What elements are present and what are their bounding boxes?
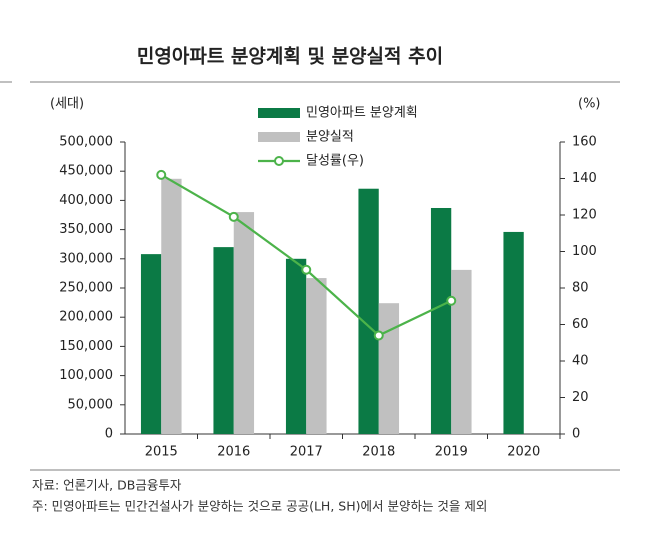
legend-swatch: [274, 156, 284, 166]
y2-tick-label: 160: [572, 135, 597, 150]
y2-tick-label: 80: [572, 281, 589, 296]
x-tick-label: 2015: [145, 445, 178, 460]
y-tick-label: 450,000: [59, 164, 113, 179]
y-tick-label: 50,000: [68, 397, 114, 412]
y2-axis-label: (%): [578, 97, 601, 112]
y2-tick-label: 60: [572, 317, 589, 332]
legend-swatch: [258, 132, 300, 142]
legend-label: 민영아파트 분양계획: [306, 106, 418, 121]
y-tick-label: 400,000: [59, 193, 113, 208]
y-tick-label: 350,000: [59, 222, 113, 237]
bar: [430, 207, 452, 434]
bar: [451, 269, 472, 434]
bar: [285, 258, 307, 434]
y2-tick-label: 100: [572, 244, 597, 259]
x-tick-label: 2016: [217, 445, 250, 460]
y-tick-label: 250,000: [59, 281, 113, 296]
x-tick-label: 2020: [507, 445, 540, 460]
bar: [140, 254, 162, 434]
y-tick-label: 150,000: [59, 339, 113, 354]
legend-label: 달성률(우): [306, 154, 364, 169]
bar: [233, 212, 255, 434]
y-tick-label: 300,000: [59, 251, 113, 266]
legend-label: 분양실적: [306, 130, 354, 145]
bar: [306, 278, 327, 434]
y-tick-label: 0: [105, 427, 113, 442]
note: 주: 민영아파트는 민간건설사가 분양하는 것으로 공공(LH, SH)에서 분…: [32, 499, 487, 514]
legend-swatch: [258, 108, 300, 118]
bar: [503, 231, 524, 434]
y2-tick-label: 20: [572, 390, 589, 405]
line-marker: [228, 211, 239, 222]
source: 자료: 언론기사, DB금융투자: [32, 478, 182, 493]
bar: [378, 303, 400, 434]
x-tick-label: 2018: [362, 445, 395, 460]
line-marker: [156, 169, 167, 180]
y-tick-label: 200,000: [59, 310, 113, 325]
y2-tick-label: 120: [572, 208, 597, 223]
y-tick-label: 500,000: [59, 135, 113, 150]
chart-title: 민영아파트 분양계획 및 분양실적 추이: [137, 46, 443, 68]
y2-tick-label: 40: [572, 354, 589, 369]
line-marker: [373, 330, 384, 341]
x-tick-label: 2017: [290, 445, 323, 460]
x-tick-label: 2019: [435, 445, 468, 460]
y-axis-label: (세대): [50, 97, 84, 112]
bar: [358, 188, 379, 434]
y-tick-label: 100,000: [59, 368, 113, 383]
line-marker: [301, 264, 312, 275]
line-marker: [446, 295, 457, 306]
bar: [213, 247, 234, 434]
y2-tick-label: 140: [572, 171, 597, 186]
bar: [161, 178, 182, 434]
y2-tick-label: 0: [572, 427, 580, 442]
